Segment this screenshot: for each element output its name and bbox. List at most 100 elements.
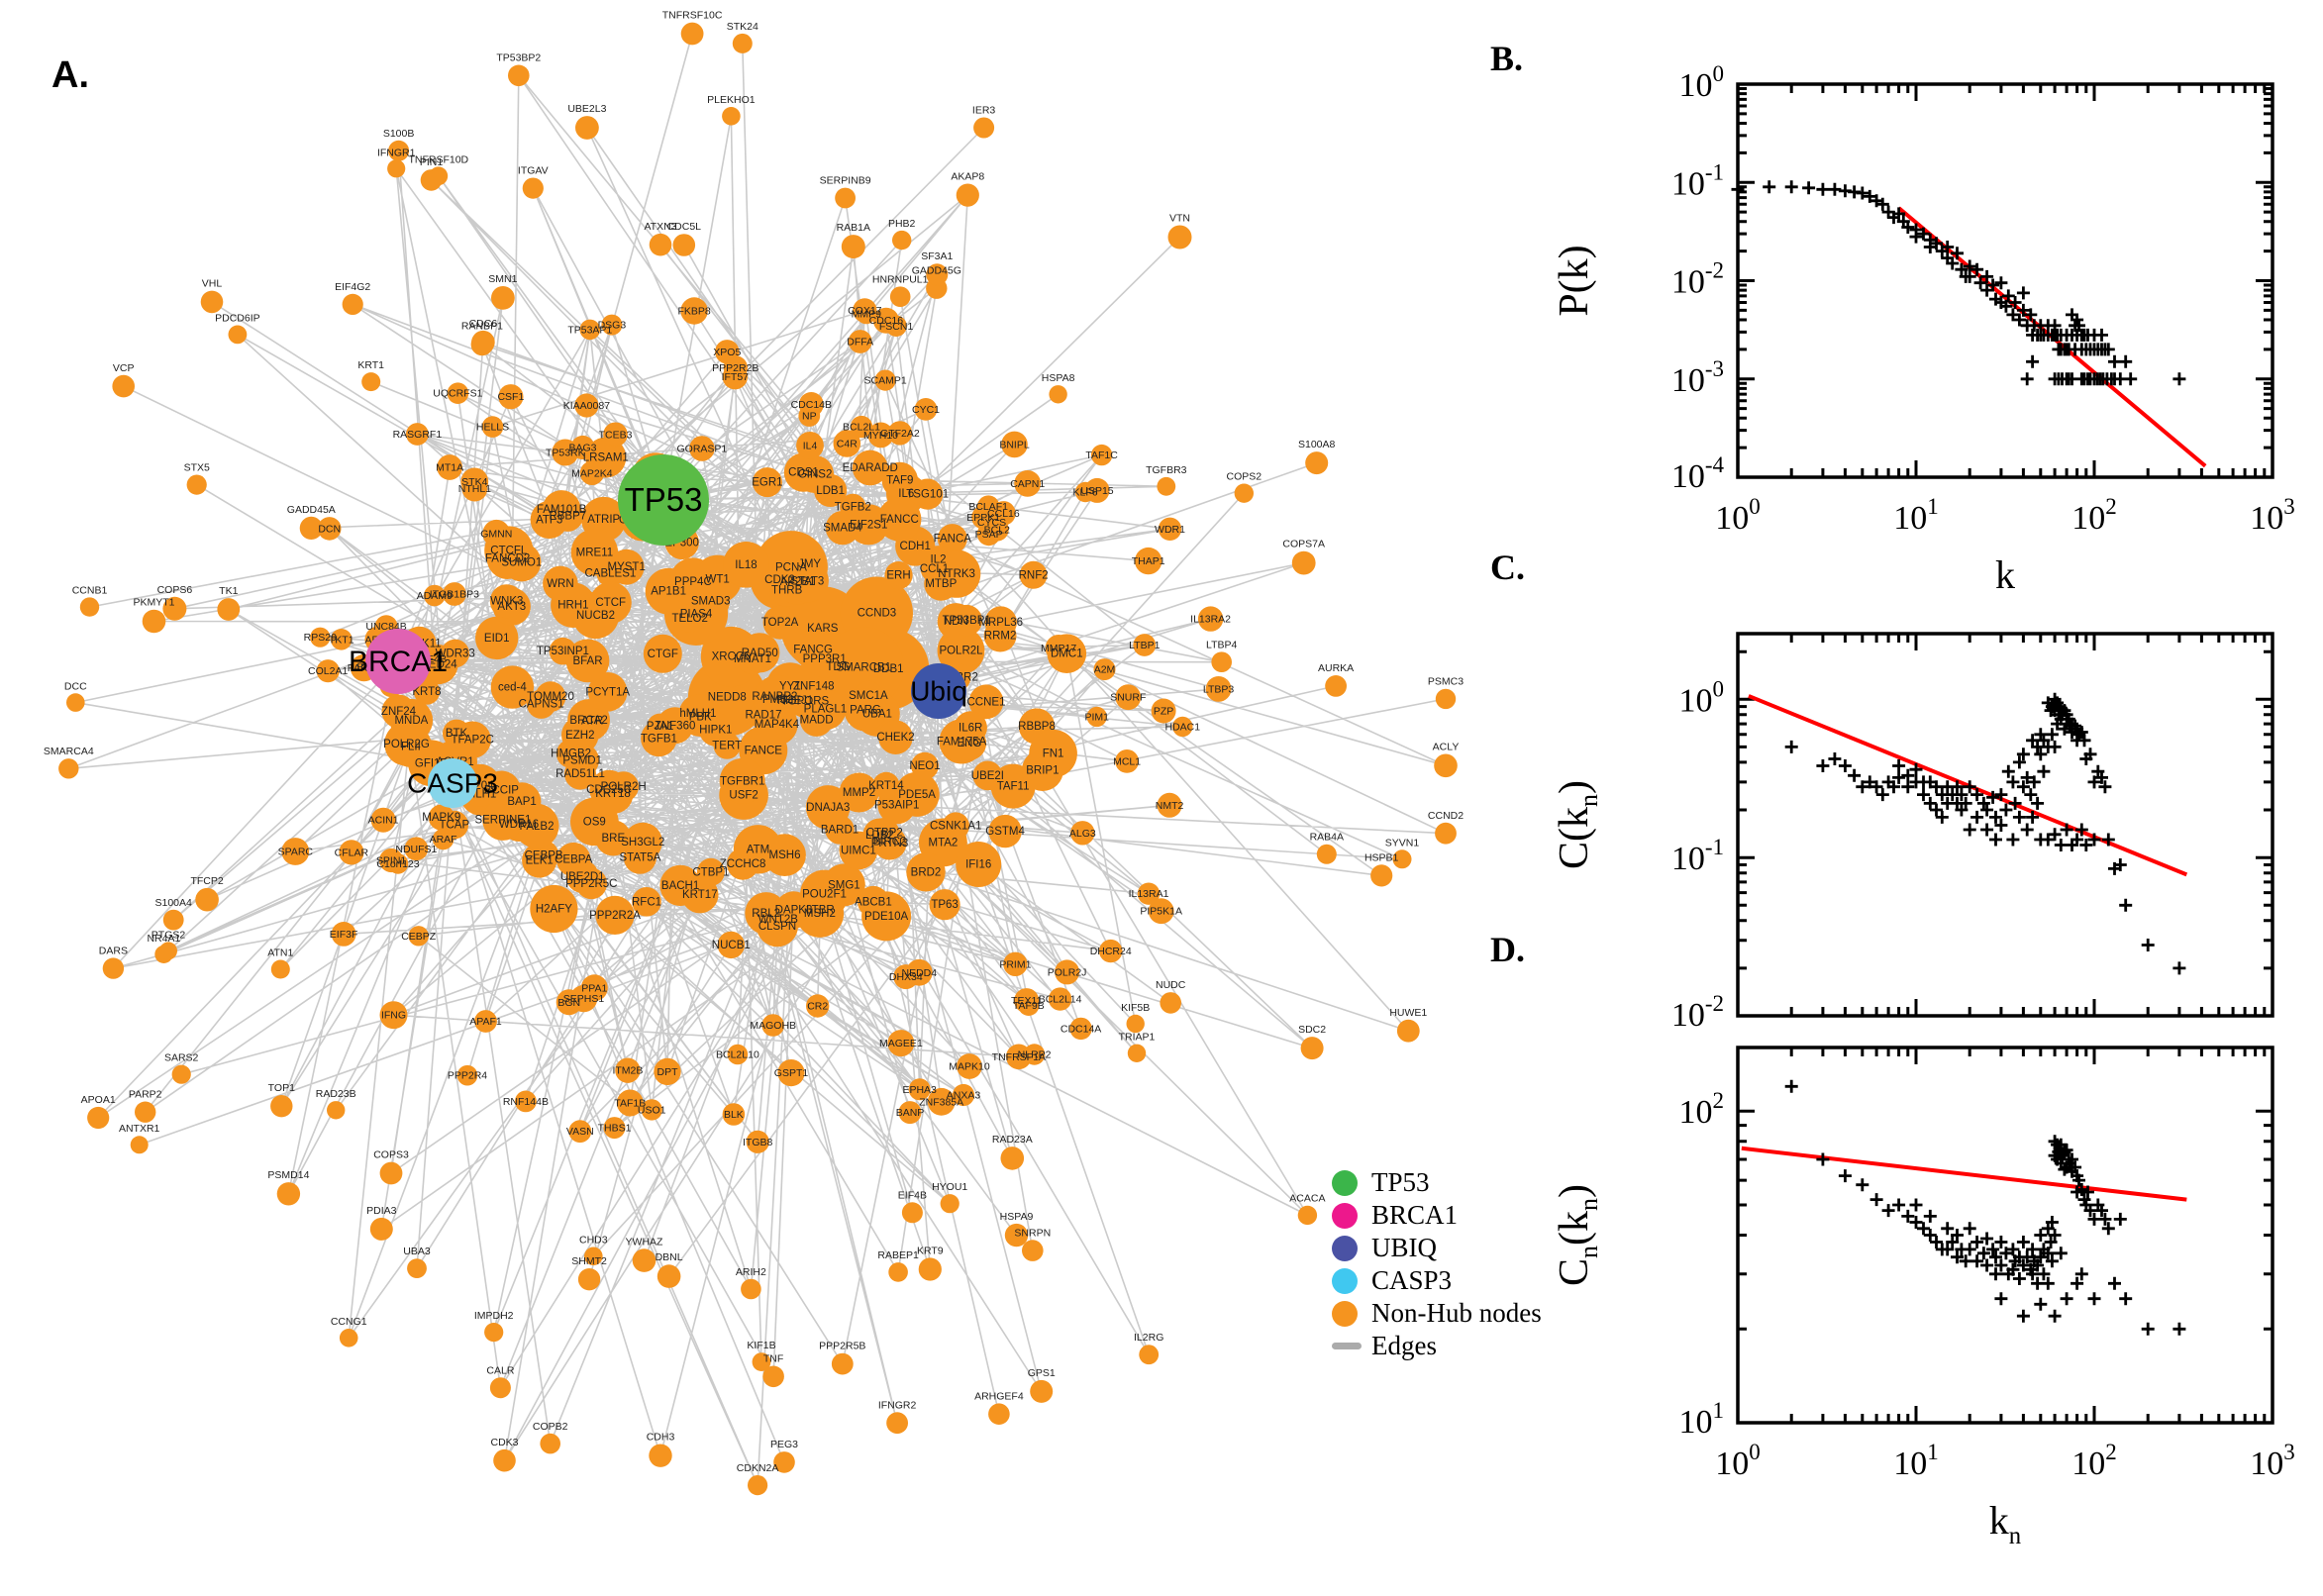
gene-label: PIAS4: [680, 608, 713, 620]
gene-label: KLF6: [1073, 487, 1098, 499]
gene-label: RAD23A: [992, 1134, 1033, 1146]
gene-node: [1055, 959, 1080, 985]
hub-node-casp3: [428, 758, 477, 808]
gene-node: [1115, 684, 1142, 711]
gene-label: NUCB1: [712, 940, 751, 951]
gene-node: [905, 958, 933, 986]
gene-node: [656, 1264, 681, 1288]
gene-label: TERT: [712, 741, 742, 752]
gene-node: [331, 922, 356, 947]
gene-label: CAPN1: [1010, 478, 1045, 490]
gene-label: MSH2: [804, 908, 836, 920]
gene-label: STAT3: [790, 575, 824, 587]
gene-node: [489, 1377, 511, 1399]
gene-node: [798, 392, 824, 417]
gene-node: [840, 493, 866, 521]
gene-label: TSG101: [906, 489, 949, 501]
gene-label: hMLH1: [679, 708, 716, 720]
gene-node: [616, 1089, 644, 1117]
gene-label: UQCRFS1: [433, 388, 482, 400]
gene-node: [475, 616, 519, 660]
gene-label: CDC5L: [667, 221, 702, 233]
gene-node: [420, 169, 443, 191]
gene-label: GSPT1: [774, 1067, 809, 1079]
gene-node: [713, 732, 741, 759]
gene-node: [142, 609, 166, 634]
gene-node: [973, 117, 995, 139]
gene-node: [281, 838, 310, 865]
gene-node: [1127, 1044, 1147, 1063]
gene-label: HELLS: [476, 422, 509, 434]
legend-item-label: Edges: [1371, 1331, 1437, 1360]
gene-label: CDC14A: [1060, 1023, 1101, 1035]
panel-b-label: B.: [1490, 39, 1524, 78]
gene-label: PDE5A: [898, 789, 936, 801]
gene-label: MRPL36: [978, 617, 1023, 629]
gene-node: [717, 931, 745, 959]
gene-node: [867, 422, 894, 449]
gene-label: PLEKHO1: [707, 94, 756, 106]
gene-label: RANBP2: [752, 691, 797, 703]
gene-label: CR2: [807, 1001, 828, 1013]
gene-label: CCND2: [1428, 810, 1464, 822]
gene-node: [310, 627, 331, 648]
gene-label: HSPB1: [1364, 851, 1399, 863]
gene-label: KRT1: [357, 359, 384, 371]
gene-label: POLR2L: [939, 646, 983, 657]
gene-label: RBL2: [752, 908, 780, 920]
gene-node: [796, 549, 824, 578]
gene-label: IFNGR1: [377, 147, 416, 158]
gene-node: [833, 430, 861, 457]
axis-label: P(k): [1552, 245, 1597, 316]
gene-label: CCL1: [920, 563, 949, 575]
gene-node: [299, 516, 323, 541]
gene-node: [886, 1412, 908, 1435]
gene-node: [228, 325, 248, 345]
gene-node: [339, 1329, 358, 1347]
fit-line: [1748, 694, 2188, 877]
hub-label-tp53: TP53: [625, 481, 703, 518]
gene-node: [570, 435, 595, 460]
gene-node: [852, 449, 888, 486]
gene-label: PPP2R2A: [589, 910, 641, 922]
gene-node: [927, 1087, 956, 1116]
gene-label: LDB1: [816, 485, 845, 497]
gene-node: [887, 1030, 915, 1057]
gene-label: PIN1: [420, 156, 444, 168]
gene-node: [406, 423, 429, 446]
plot-panel-c: 100 10-1 10-2 C(kn): [1552, 632, 2274, 1034]
gene-label: SMC1A: [849, 690, 888, 702]
gene-label: COPS6: [157, 584, 193, 596]
gene-node: [984, 606, 1017, 639]
gene-node: [1030, 1379, 1054, 1403]
gene-label: IFI16: [965, 859, 991, 871]
gene-label: IL4: [803, 440, 818, 451]
gene-label: PPP4C: [674, 576, 712, 588]
gene-label: CSNK1A1: [930, 821, 981, 833]
gene-node: [587, 672, 628, 712]
gene-label: MMP2: [843, 787, 875, 799]
gene-node: [796, 432, 824, 459]
gene-label: XPO5: [713, 347, 741, 358]
gene-label: S100A4: [155, 897, 193, 909]
gene-label: BACH1: [661, 880, 699, 892]
gene-label: NHEJ1: [777, 695, 813, 707]
gene-label: WDR33: [436, 648, 475, 660]
gene-label: TKT1: [329, 634, 354, 646]
gene-label: LTBP1: [1129, 640, 1160, 651]
gene-node: [443, 719, 470, 748]
axis-label: C(kn): [1552, 780, 1603, 869]
gene-label: CHEK2: [876, 732, 914, 744]
gene-label: NUDC: [1156, 979, 1186, 991]
gene-label: CYCS: [977, 517, 1006, 529]
legend-item-label: TP53: [1371, 1167, 1430, 1197]
gene-label: FANCE: [745, 745, 783, 756]
gene-label: BIRC2: [873, 836, 907, 848]
gene-label: USO1: [638, 1104, 666, 1116]
gene-node: [1396, 1019, 1420, 1043]
gene-label: UBE2L3: [567, 103, 606, 115]
gene-label: RAD17: [745, 709, 781, 721]
gene-label: SERPINB9: [820, 175, 871, 187]
gene-node: [342, 293, 363, 315]
gene-node: [777, 1059, 805, 1087]
